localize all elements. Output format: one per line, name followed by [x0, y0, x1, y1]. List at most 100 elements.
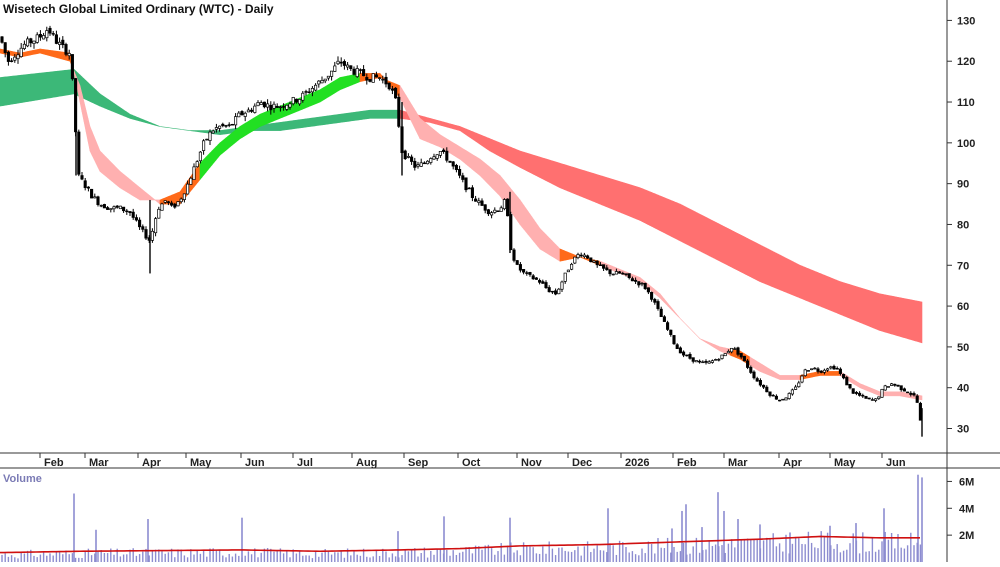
candle-body	[650, 292, 652, 299]
price-tick-label: 60	[957, 301, 969, 313]
candle-body	[810, 369, 812, 370]
candle-body	[919, 403, 921, 420]
candle-body	[244, 113, 246, 116]
candle-body	[670, 330, 672, 335]
candle-body	[26, 39, 28, 46]
candle-body	[654, 299, 656, 302]
candle-body	[628, 274, 630, 278]
candle-body	[801, 376, 803, 382]
candle-body	[692, 358, 694, 362]
price-tick-label: 80	[957, 219, 969, 231]
candle-body	[270, 105, 272, 110]
candle-body	[241, 111, 243, 114]
candle-body	[81, 176, 83, 180]
date-tick-label: Dec	[572, 457, 592, 469]
candle-body	[327, 76, 329, 78]
candle-body	[753, 372, 755, 378]
candle-body	[497, 211, 499, 212]
price-tick-label: 40	[957, 383, 969, 395]
candle-body	[804, 370, 806, 376]
candle-body	[116, 206, 118, 207]
candle-body	[865, 396, 867, 398]
candle-body	[852, 389, 854, 394]
candle-body	[558, 289, 560, 294]
candle-body	[897, 385, 899, 386]
candle-body	[324, 79, 326, 81]
candle-body	[906, 392, 908, 393]
candle-body	[714, 359, 716, 360]
candle-body	[830, 367, 832, 368]
candle-body	[743, 356, 745, 361]
candle-body	[660, 309, 662, 316]
candle-body	[145, 230, 147, 239]
candle-body	[766, 387, 768, 392]
candle-body	[452, 162, 454, 166]
candle-body	[564, 273, 566, 281]
candle-body	[65, 44, 67, 54]
candle-body	[410, 157, 412, 162]
candle-body	[500, 208, 502, 212]
price-tick-label: 100	[957, 138, 975, 150]
candle-body	[286, 105, 288, 109]
candle-body	[724, 353, 726, 355]
candle-body	[273, 104, 275, 108]
candle-body	[362, 69, 364, 75]
candle-body	[487, 210, 489, 214]
candle-body	[772, 395, 774, 396]
volume-tick-label: 2M	[959, 530, 974, 542]
candle-body	[612, 274, 614, 275]
candle-body	[231, 124, 233, 125]
candle-body	[817, 369, 819, 372]
candle-body	[385, 77, 387, 84]
candle-body	[750, 367, 752, 372]
candle-body	[110, 209, 112, 210]
candle-body	[471, 188, 473, 198]
candle-body	[321, 80, 323, 83]
candle-body	[257, 102, 259, 105]
candle-body	[382, 79, 384, 80]
candle-body	[311, 88, 313, 91]
candle-body	[474, 199, 476, 201]
candle-body	[84, 181, 86, 188]
candle-body	[7, 52, 9, 61]
candle-body	[849, 384, 851, 388]
candle-body	[820, 371, 822, 372]
candle-body	[625, 274, 627, 275]
candle-body	[353, 69, 355, 74]
candle-body	[644, 283, 646, 288]
candle-body	[730, 348, 732, 352]
date-tick-label: Nov	[521, 457, 543, 469]
candle-body	[433, 157, 435, 159]
candle-body	[394, 88, 396, 98]
candle-body	[260, 103, 262, 105]
candle-body	[420, 163, 422, 167]
candle-body	[532, 276, 534, 279]
candle-body	[577, 254, 579, 257]
candle-body	[113, 207, 115, 209]
candle-body	[606, 268, 608, 270]
candle-body	[298, 99, 300, 103]
candle-body	[90, 189, 92, 198]
candle-body	[708, 362, 710, 363]
date-tick-label: Mar	[89, 457, 109, 469]
candle-body	[455, 165, 457, 169]
candle-body	[356, 68, 358, 76]
candle-body	[23, 44, 25, 48]
candle-body	[881, 389, 883, 397]
candle-body	[276, 106, 278, 107]
candle-body	[423, 163, 425, 164]
candle-body	[855, 392, 857, 393]
candle-body	[542, 282, 544, 284]
candle-body	[686, 355, 688, 356]
candle-body	[266, 104, 268, 107]
candle-body	[913, 393, 915, 395]
candle-body	[695, 361, 697, 362]
candle-body	[842, 374, 844, 378]
candle-body	[884, 386, 886, 390]
candle-body	[366, 77, 368, 80]
candle-body	[826, 369, 828, 370]
candle-body	[593, 261, 595, 262]
price-tick-label: 90	[957, 179, 969, 191]
candle-body	[580, 255, 582, 256]
